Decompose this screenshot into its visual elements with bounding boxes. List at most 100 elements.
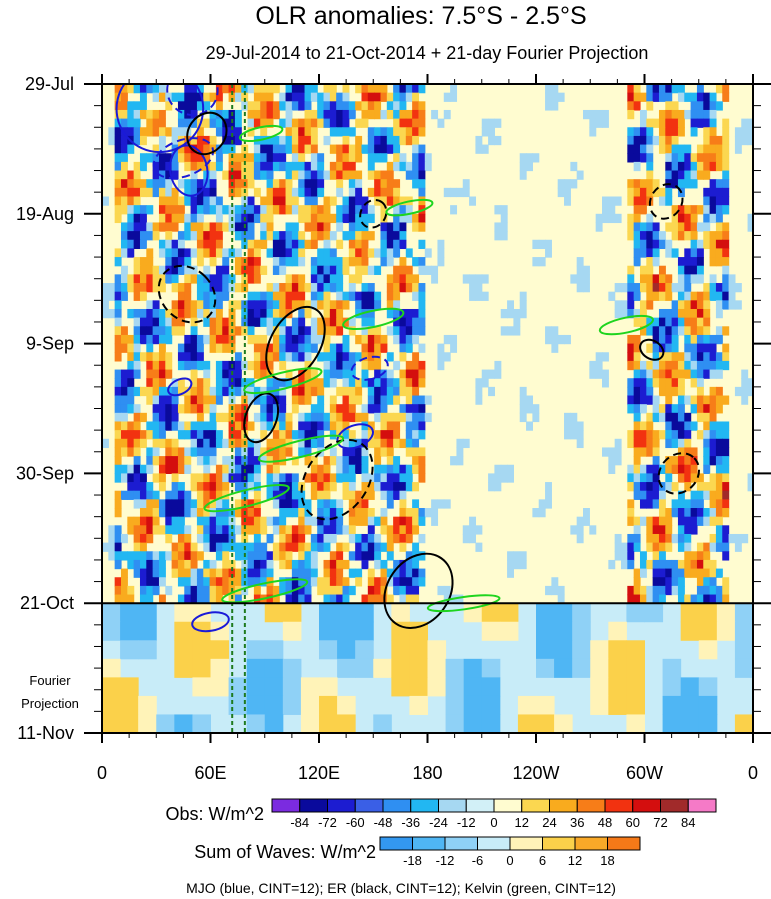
anomaly-cell bbox=[222, 135, 230, 146]
anomaly-cell bbox=[551, 577, 559, 587]
kelvin-contour bbox=[243, 367, 323, 395]
anomaly-cell bbox=[298, 84, 306, 94]
projection-cell bbox=[246, 677, 266, 697]
anomaly-cell bbox=[120, 594, 128, 604]
anomaly-cell bbox=[253, 577, 261, 587]
projection-cell bbox=[481, 621, 501, 641]
anomaly-cell bbox=[696, 153, 704, 163]
anomaly-cell bbox=[677, 92, 685, 102]
anomaly-cell bbox=[696, 317, 704, 327]
anomaly-cell bbox=[291, 430, 299, 440]
anomaly-cell bbox=[399, 118, 407, 128]
anomaly-cell bbox=[146, 516, 154, 526]
anomaly-cell bbox=[196, 179, 204, 189]
anomaly-cell bbox=[602, 447, 609, 457]
anomaly-cell bbox=[266, 248, 274, 258]
anomaly-cell bbox=[215, 499, 223, 509]
projection-cell bbox=[337, 714, 356, 733]
anomaly-cell bbox=[222, 516, 230, 526]
anomaly-cell bbox=[348, 326, 356, 336]
projection-cell bbox=[572, 640, 591, 660]
anomaly-cell bbox=[253, 490, 261, 500]
anomaly-cell bbox=[133, 464, 141, 474]
anomaly-cell bbox=[342, 378, 350, 388]
anomaly-cell bbox=[418, 308, 426, 319]
anomaly-cell bbox=[304, 352, 312, 362]
obs-colorbar-swatch bbox=[632, 798, 661, 813]
anomaly-cell bbox=[386, 438, 394, 449]
anomaly-cell bbox=[285, 257, 293, 267]
anomaly-cell bbox=[475, 291, 483, 301]
anomaly-cell bbox=[633, 464, 641, 474]
anomaly-cell bbox=[196, 161, 204, 172]
anomaly-cell bbox=[374, 127, 382, 137]
projection-cell bbox=[463, 658, 483, 678]
anomaly-cell bbox=[405, 378, 413, 388]
mjo-contour bbox=[167, 377, 193, 397]
anomaly-cell bbox=[114, 386, 122, 397]
anomaly-cell bbox=[665, 395, 673, 405]
anomaly-cell bbox=[266, 343, 274, 353]
anomaly-cell bbox=[709, 369, 717, 379]
anomaly-cell bbox=[329, 482, 337, 492]
anomaly-cell bbox=[374, 482, 382, 492]
anomaly-cell bbox=[120, 92, 128, 102]
anomaly-cell bbox=[336, 291, 344, 301]
anomaly-cell bbox=[538, 257, 546, 267]
anomaly-cell bbox=[266, 360, 274, 371]
anomaly-cell bbox=[627, 187, 635, 198]
anomaly-cell bbox=[481, 378, 489, 388]
anomaly-cell bbox=[709, 239, 717, 250]
anomaly-cell bbox=[399, 352, 407, 362]
anomaly-cell bbox=[222, 222, 230, 232]
anomaly-cell bbox=[323, 334, 331, 345]
anomaly-cell bbox=[431, 499, 439, 509]
anomaly-cell bbox=[234, 265, 242, 275]
anomaly-cell bbox=[646, 490, 654, 500]
anomaly-cell bbox=[741, 118, 749, 128]
anomaly-cell bbox=[190, 568, 198, 578]
anomaly-cell bbox=[671, 404, 679, 414]
anomaly-cell bbox=[279, 386, 287, 397]
anomaly-cell bbox=[158, 525, 166, 535]
waves-colorbar-label: Sum of Waves: W/m^2 bbox=[194, 842, 376, 862]
anomaly-cell bbox=[203, 239, 211, 250]
anomaly-cell bbox=[393, 84, 401, 94]
anomaly-cell bbox=[310, 404, 318, 414]
anomaly-cell bbox=[595, 369, 603, 379]
anomaly-cell bbox=[627, 343, 635, 353]
anomaly-cell bbox=[310, 300, 318, 310]
anomaly-cell bbox=[652, 92, 660, 102]
anomaly-cell bbox=[247, 360, 255, 371]
anomaly-cell bbox=[412, 213, 420, 224]
anomaly-cell bbox=[399, 265, 407, 275]
anomaly-cell bbox=[348, 248, 356, 258]
anomaly-cell bbox=[215, 386, 223, 397]
anomaly-cell bbox=[652, 473, 660, 483]
anomaly-cell bbox=[184, 594, 192, 604]
projection-cell bbox=[210, 640, 230, 660]
anomaly-cell bbox=[298, 283, 306, 293]
obs-colorbar-level-label: -36 bbox=[401, 815, 420, 830]
anomaly-cell bbox=[152, 118, 160, 128]
anomaly-cell bbox=[184, 404, 192, 414]
anomaly-cell bbox=[658, 404, 666, 414]
anomaly-cell bbox=[507, 464, 514, 474]
anomaly-cell bbox=[298, 144, 306, 154]
anomaly-cell bbox=[722, 161, 730, 172]
anomaly-cell bbox=[266, 118, 274, 128]
anomaly-cell bbox=[690, 239, 698, 250]
anomaly-cell bbox=[247, 464, 255, 474]
anomaly-cell bbox=[310, 343, 318, 353]
anomaly-cell bbox=[133, 386, 141, 397]
anomaly-cell bbox=[127, 386, 135, 397]
anomaly-cell bbox=[639, 430, 647, 440]
anomaly-cell bbox=[304, 213, 312, 224]
anomaly-cell bbox=[348, 257, 356, 267]
anomaly-cell bbox=[266, 170, 274, 180]
anomaly-cell bbox=[469, 196, 477, 206]
anomaly-cell bbox=[133, 283, 141, 293]
anomaly-cell bbox=[171, 464, 179, 474]
anomaly-cell bbox=[114, 274, 122, 284]
anomaly-cell bbox=[380, 473, 388, 483]
